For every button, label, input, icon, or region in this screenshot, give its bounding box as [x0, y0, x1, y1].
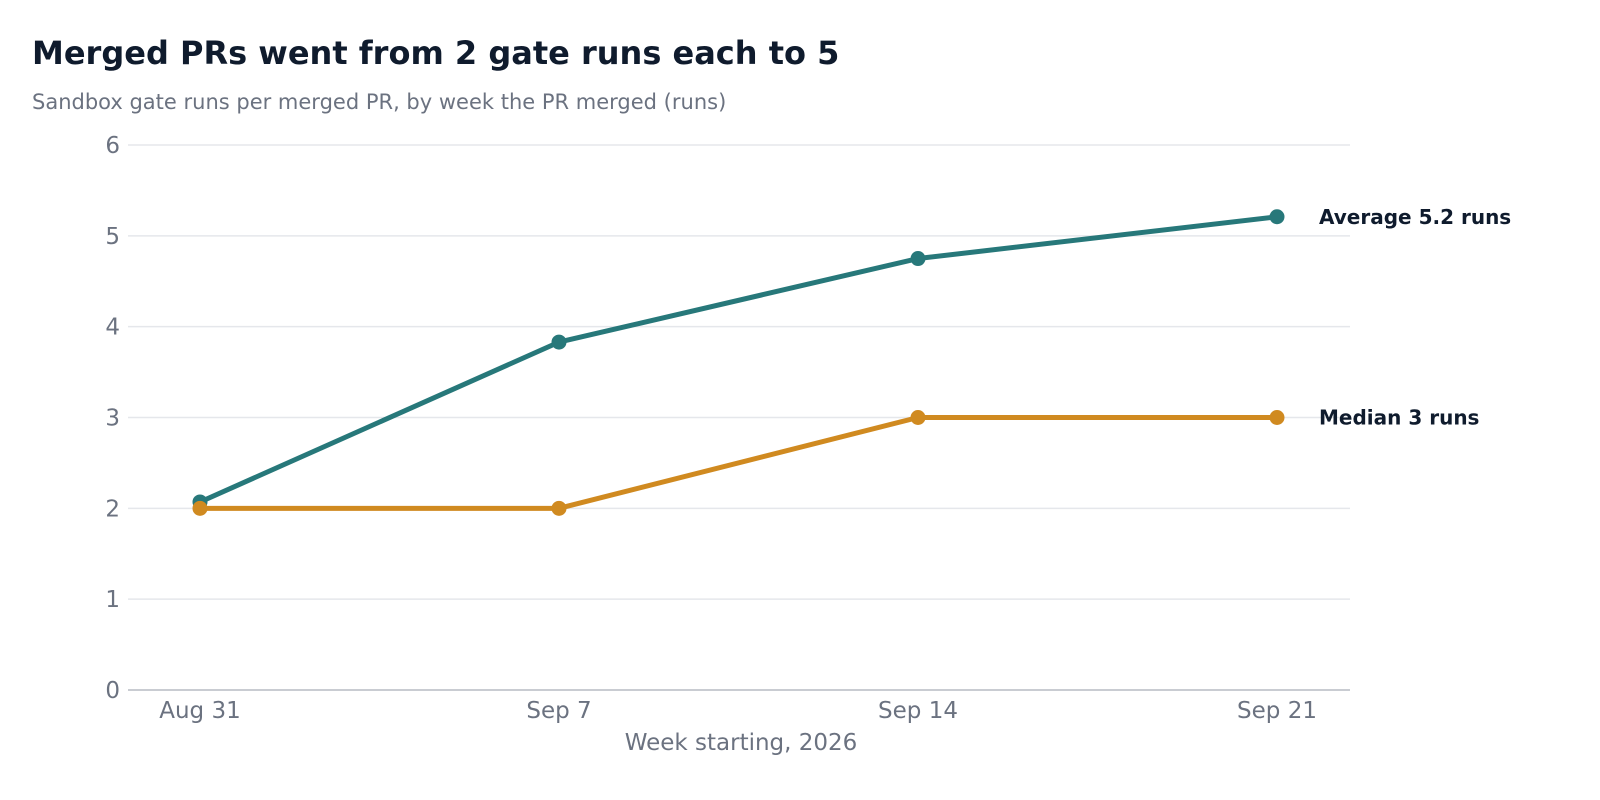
axes: 0 1 2 3 4 5 6 Aug 31 Sep 7 Sep 14 Sep 21 Week start…: [105, 133, 1350, 756]
x-tick-label-0: Aug 31: [159, 698, 241, 724]
series: [192, 209, 1285, 516]
end-label-average: Average 5.2 runs: [1319, 205, 1511, 229]
y-tick-label-1: 1: [105, 587, 120, 613]
chart-subtitle: Sandbox gate runs per merged PR, by week…: [32, 90, 727, 114]
y-tick-label-5: 5: [105, 224, 120, 250]
point-average-3: [1269, 209, 1285, 225]
y-tick-label-6: 6: [105, 133, 120, 159]
y-tick-label-3: 3: [105, 406, 120, 432]
point-median-3: [1269, 410, 1285, 425]
x-tick-label-3: Sep 21: [1237, 698, 1317, 724]
gridlines: [128, 144, 1350, 600]
y-tick-label-4: 4: [105, 315, 120, 341]
x-axis-title: Week starting, 2026: [625, 730, 858, 756]
series-line-average: [197, 214, 1280, 505]
y-tick-label-2: 2: [105, 496, 120, 522]
point-median-2: [910, 410, 926, 425]
x-tick-label-1: Sep 7: [526, 698, 591, 724]
point-average-1: [551, 334, 567, 350]
labels: Average 5.2 runs Median 3 runs: [1319, 205, 1511, 430]
end-label-median: Median 3 runs: [1319, 406, 1479, 430]
point-average-2: [910, 251, 926, 267]
x-tick-label-2: Sep 14: [878, 698, 958, 724]
series-line-median: [197, 415, 1280, 511]
point-median-0: [192, 500, 208, 516]
y-tick-label-0: 0: [105, 678, 120, 704]
chart-title: Merged PRs went from 2 gate runs each to…: [32, 34, 840, 72]
point-median-1: [551, 500, 567, 516]
